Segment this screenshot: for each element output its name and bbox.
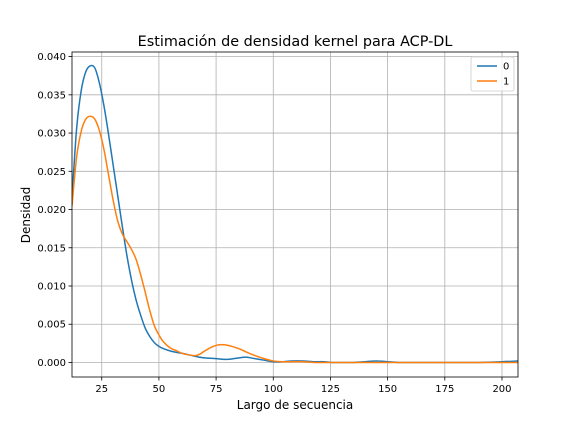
series-group: [72, 64, 518, 364]
y-tick-label: 0.005: [37, 320, 66, 331]
y-tick-label: 0.010: [37, 282, 66, 293]
plot-frame: [71, 51, 519, 378]
x-tick-label: 75: [210, 384, 223, 395]
y-tick-label: 0.040: [37, 52, 66, 63]
x-axis-ticks: 25 50 75 100 125 150 175 200: [95, 377, 512, 395]
y-axis-ticks: 0.000 0.005 0.010 0.015 0.020 0.025 0.030 0.035…: [37, 52, 72, 369]
y-tick-label: 0.030: [37, 129, 66, 140]
x-tick-label: 50: [153, 384, 166, 395]
y-tick-label: 0.025: [37, 167, 66, 178]
x-tick-label: 25: [95, 384, 108, 395]
y-axis-label: Densidad: [19, 187, 33, 243]
y-tick-label: 0.020: [37, 205, 66, 216]
legend-label: 0: [503, 62, 509, 73]
series-line-0: [72, 64, 518, 364]
y-tick-label: 0.035: [37, 90, 66, 101]
y-tick-label: 0.015: [37, 243, 66, 254]
series-line-1: [72, 115, 518, 364]
x-tick-label: 125: [321, 384, 340, 395]
chart-title: Estimación de densidad kernel para ACP-D…: [138, 34, 453, 50]
x-tick-label: 175: [435, 384, 454, 395]
x-tick-label: 100: [264, 384, 283, 395]
x-axis-label: Largo de secuencia: [237, 398, 353, 412]
legend-label: 1: [503, 77, 509, 88]
y-tick-label: 0.000: [37, 358, 66, 369]
x-tick-label: 150: [378, 384, 397, 395]
x-tick-label: 200: [492, 384, 511, 395]
legend: 01: [470, 56, 515, 92]
grid: [72, 52, 518, 377]
